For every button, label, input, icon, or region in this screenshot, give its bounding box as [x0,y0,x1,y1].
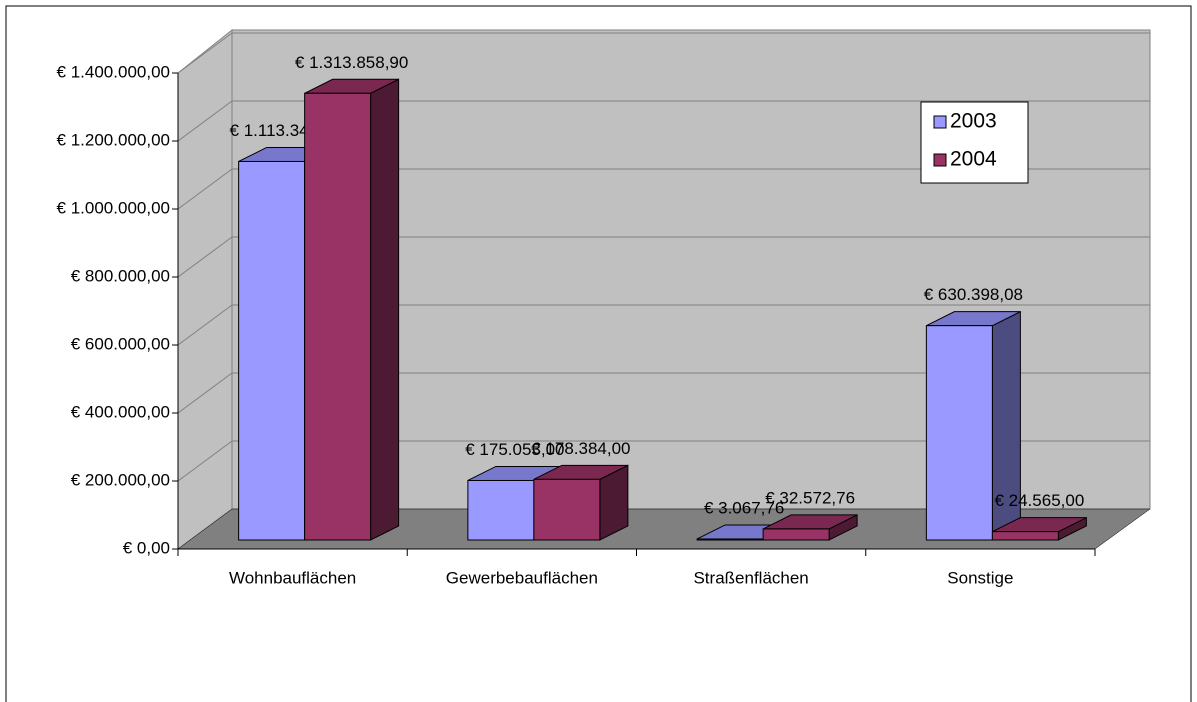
bar [762,528,830,541]
bar [925,325,993,541]
y-tick-label: € 1.000.000,00 [57,198,170,217]
grid-line [177,304,233,346]
grid-line [177,440,233,482]
bar [696,538,764,541]
bar [533,478,601,541]
y-tick-label: € 200.000,00 [71,470,170,489]
y-tick-label: € 1.200.000,00 [57,130,170,149]
data-label: € 3.067,76 [704,498,784,517]
grid-line [177,32,233,74]
grid-line [177,236,233,278]
x-tick-label: Wohnbauflächen [229,568,356,587]
legend-label: 2003 [950,110,997,133]
y-tick-label: € 800.000,00 [71,266,170,285]
side-wall [177,28,233,550]
data-label: € 1.313.858,90 [295,53,408,72]
bar [991,531,1059,541]
legend-swatch [933,153,947,167]
legend-label: 2004 [950,148,997,171]
bar [238,160,306,541]
bar-side [370,78,400,541]
grid-line [177,168,233,210]
x-tick-label: Sonstige [947,568,1013,587]
y-tick-label: € 1.400.000,00 [57,62,170,81]
legend-swatch [933,115,947,129]
data-label: € 175.053,00 [465,440,564,459]
x-tick-label: Gewerbebauflächen [446,568,598,587]
bar [304,92,372,541]
data-label: € 32.572,76 [765,488,855,507]
data-label: € 630.398,08 [924,285,1023,304]
y-tick-label: € 0,00 [123,538,170,557]
grid-line [177,100,233,142]
data-label: € 24.565,00 [994,491,1084,510]
grid-line [177,372,233,414]
bar [467,479,535,541]
data-label: € 178.384,00 [531,439,630,458]
y-tick-label: € 600.000,00 [71,334,170,353]
y-tick-label: € 400.000,00 [71,402,170,421]
x-tick-label: Straßenflächen [693,568,808,587]
